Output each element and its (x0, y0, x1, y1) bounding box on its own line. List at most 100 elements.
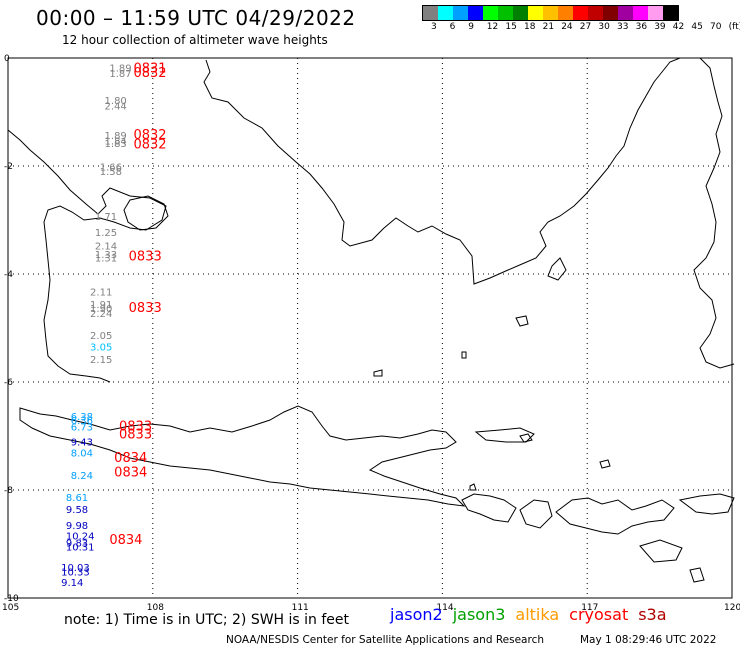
wave-height-value: 2.24 (90, 309, 112, 320)
wave-height-value: 10.24 (66, 532, 95, 543)
legend-label: 45 (691, 22, 703, 32)
legend-label: 42 (672, 22, 685, 32)
pass-time-label: 0834 (109, 533, 142, 548)
legend-label: 30 (598, 22, 610, 32)
pass-time-label: 0832 (133, 66, 166, 81)
credit-timestamp: May 1 08:29:46 UTC 2022 (580, 634, 717, 646)
wave-height-value: 1.83 (105, 139, 127, 150)
y-tick-label: -10 (4, 594, 19, 604)
legend-swatch (558, 6, 573, 20)
wave-height-value: 1.87 (109, 69, 131, 80)
y-tick-label: -6 (4, 378, 13, 388)
wave-height-value: 3.05 (90, 343, 112, 354)
wave-height-value: 1.25 (95, 228, 117, 239)
legend-swatch (663, 6, 678, 20)
x-tick-label: 120 (724, 603, 740, 613)
legend-label: (ft) (728, 22, 740, 32)
pass-time-label: 0834 (114, 466, 147, 481)
wave-height-labels: 1.891.871.802.441.891.841.831.661.581.71… (61, 62, 166, 590)
coastline-small-islands (373, 315, 705, 583)
map-frame (7, 57, 733, 599)
pass-time-label: 0832 (133, 128, 166, 143)
wave-height-value: 9.98 (66, 521, 88, 532)
legend-label: 15 (505, 22, 517, 32)
pass-time-label: 0833 (119, 428, 152, 443)
x-tick-label: 105 (2, 603, 19, 613)
satellite-legend: jason2 jason3 altika cryosat s3a (390, 605, 677, 624)
satellite-jason2-label: jason2 (390, 605, 443, 624)
legend-swatch (573, 6, 588, 20)
legend-label: 21 (542, 22, 555, 32)
page-subtitle: 12 hour collection of altimeter wave hei… (62, 33, 328, 47)
coastline-sulawesi (693, 57, 735, 369)
map-grid (7, 57, 733, 599)
coastline-java (19, 405, 466, 507)
wave-height-value: 8.61 (66, 493, 88, 504)
legend-swatch (498, 6, 513, 20)
y-tick-label: -8 (4, 486, 13, 496)
wave-height-value: 2.44 (105, 101, 127, 112)
wave-height-value: 9.14 (61, 578, 83, 589)
legend-swatch (633, 6, 648, 20)
wave-height-value: 6.36 (71, 416, 93, 427)
pass-time-label: 0834 (114, 451, 147, 466)
wave-height-value: 9.58 (66, 505, 88, 516)
legend-swatch (438, 6, 453, 20)
legend-swatch (603, 6, 618, 20)
wave-height-value: 6.73 (71, 423, 93, 434)
legend-swatch (483, 6, 498, 20)
coastline-sumba (639, 539, 683, 563)
wave-height-value: 6.38 (71, 412, 93, 423)
legend-swatch (423, 6, 438, 20)
coastline-madura (474, 427, 535, 443)
legend-label: 9 (468, 22, 474, 32)
wave-height-value: 2.15 (90, 355, 112, 366)
legend-swatch (618, 6, 633, 20)
pass-time-label: 0833 (119, 420, 152, 435)
wave-height-value: 10.33 (61, 567, 90, 578)
legend-label: 33 (617, 22, 629, 32)
wave-height-value: 8.04 (71, 449, 93, 460)
wave-height-value: 1.31 (95, 254, 117, 265)
legend-swatch (543, 6, 558, 20)
coastline (7, 57, 735, 583)
wave-height-value: 10.03 (61, 563, 90, 574)
satellite-cryosat-label: cryosat (569, 605, 629, 624)
wave-height-value: 1.58 (100, 167, 122, 178)
page-title: 00:00 – 11:59 UTC 04/29/2022 (36, 6, 356, 30)
x-tick-label: 108 (147, 603, 164, 613)
coastline-sumatra (7, 60, 167, 383)
wave-height-value: 1.90 (90, 304, 112, 315)
y-tick-label: -2 (4, 162, 13, 172)
wave-height-value: 1.33 (95, 250, 117, 261)
pass-time-label: 0831 (133, 62, 166, 77)
satellite-s3a-label: s3a (638, 605, 667, 624)
coastline-borneo-east (547, 257, 567, 281)
wave-height-value: 1.91 (90, 300, 112, 311)
x-tick-label: 114 (436, 603, 453, 613)
legend-label: 39 (654, 22, 666, 32)
coastline-sumbawa (555, 497, 675, 535)
wave-height-value: 1.66 (100, 162, 122, 173)
legend-label: 27 (579, 22, 592, 32)
pass-time-label: 0833 (129, 250, 162, 265)
footnote: note: 1) Time is in UTC; 2) SWH is in fe… (64, 612, 350, 628)
legend-label: 36 (635, 22, 648, 32)
legend-label: 24 (561, 22, 573, 32)
satellite-altika-label: altika (515, 605, 560, 624)
y-tick-label: 0 (4, 54, 10, 64)
coastline-bangka (123, 195, 169, 231)
legend-swatch (528, 6, 543, 20)
legend-swatch (468, 6, 483, 20)
wave-height-value: 1.89 (109, 64, 131, 75)
legend-swatch (453, 6, 468, 20)
coastline-flores (678, 493, 735, 515)
wave-height-value: 8.24 (71, 471, 93, 482)
legend-swatch (588, 6, 603, 20)
wave-height-value: 10.31 (66, 542, 95, 553)
legend-swatch (513, 6, 528, 20)
wave-height-value: 2.05 (90, 331, 112, 342)
legend-label: 12 (486, 22, 499, 32)
wave-height-value: 1.84 (105, 136, 127, 147)
